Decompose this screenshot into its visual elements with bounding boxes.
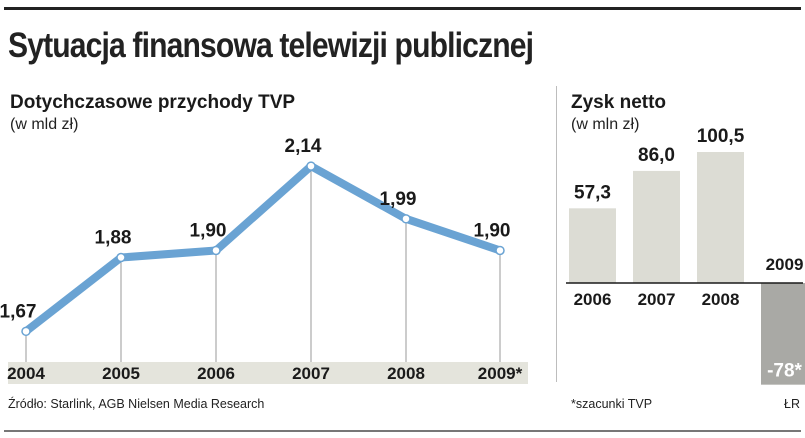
tick-label-2008: 2008: [702, 290, 740, 309]
x-axis-band: [8, 362, 528, 384]
revenue-line-chart: 1,67 2004 1,88 2005 1,90 2006 2,14 2007 1,99 2008…: [0, 136, 528, 384]
tick-label-2006: 2006: [197, 364, 235, 383]
revenue-chart-unit: (w mld zł): [10, 116, 79, 133]
tick-label-2008: 2008: [387, 364, 425, 383]
value-label-2009: -78*: [767, 361, 802, 382]
tick-label-2009: 2009: [766, 255, 804, 274]
value-label-2008: 100,5: [697, 126, 745, 147]
tick-label-2007: 2007: [292, 364, 330, 383]
value-label-2005: 1,88: [95, 228, 132, 249]
point-2004: [21, 326, 31, 337]
revenue-chart-title: Dotychczasowe przychody TVP: [10, 92, 296, 113]
profit-bar-chart: 57,3 2006 86,0 2007 100,5 2008 -78* 2009: [566, 126, 805, 385]
source-note: Źródło: Starlink, AGB Nielsen Media Rese…: [8, 397, 265, 411]
profit-chart-title: Zysk netto: [571, 92, 667, 113]
value-label-2008: 1,99: [380, 189, 417, 210]
value-label-2006: 57,3: [574, 182, 611, 203]
page-title: Sytuacja finansowa telewizji publicznej: [8, 26, 534, 65]
author-credit: ŁR: [784, 397, 800, 411]
point-2007: [306, 161, 316, 171]
value-label-2009*: 1,90: [474, 220, 511, 241]
value-label-2007: 2,14: [285, 136, 322, 157]
tick-label-2009*: 2009*: [478, 364, 523, 383]
tick-label-2006: 2006: [574, 290, 612, 309]
footer-rule: [4, 430, 801, 432]
bar-2006: [569, 208, 616, 283]
point-2008: [401, 214, 411, 224]
revenue-series-line: [22, 162, 504, 336]
value-label-2006: 1,90: [190, 220, 227, 241]
tick-label-2004: 2004: [7, 364, 45, 383]
point-2005: [116, 252, 126, 263]
tick-label-2007: 2007: [638, 290, 676, 309]
bar-2009: [761, 283, 805, 385]
tick-label-2005: 2005: [102, 364, 140, 383]
profit-chart-unit: (w mln zł): [571, 116, 640, 133]
estimate-note: *szacunki TVP: [571, 397, 653, 411]
value-label-2004: 1,67: [0, 301, 36, 322]
bar-2008: [697, 152, 744, 283]
chart-divider: [556, 86, 557, 382]
bar-2007: [633, 170, 680, 283]
value-label-2007: 86,0: [638, 145, 675, 166]
point-2006: [211, 245, 221, 256]
point-2009*: [495, 245, 505, 256]
top-rule: [4, 7, 801, 10]
